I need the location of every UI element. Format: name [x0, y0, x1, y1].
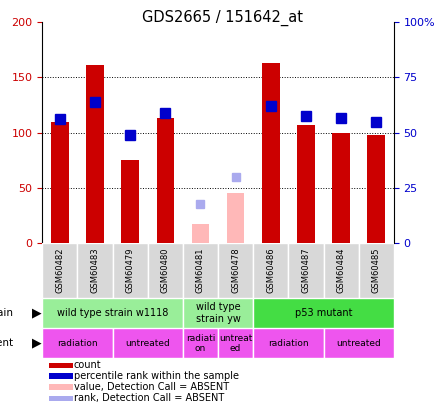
Bar	[49, 362, 73, 368]
Bar	[192, 224, 209, 243]
Bar	[324, 328, 394, 358]
Text: GSM60481: GSM60481	[196, 247, 205, 293]
Text: radiation: radiation	[268, 339, 309, 348]
Text: untreated: untreated	[125, 339, 170, 348]
Bar	[49, 384, 73, 390]
Text: wild type strain w1118: wild type strain w1118	[57, 308, 168, 318]
Bar	[253, 328, 324, 358]
Bar	[148, 243, 183, 298]
Text: ▶: ▶	[32, 337, 42, 350]
Text: GSM60480: GSM60480	[161, 247, 170, 293]
Bar	[359, 243, 394, 298]
Bar	[183, 243, 218, 298]
Bar	[262, 63, 279, 243]
Text: GSM60485: GSM60485	[372, 247, 381, 293]
Bar	[51, 122, 69, 243]
Text: untreated: untreated	[336, 339, 381, 348]
Text: GDS2665 / 151642_at: GDS2665 / 151642_at	[142, 10, 303, 26]
Bar	[253, 298, 394, 328]
Bar	[49, 396, 73, 401]
Bar	[49, 373, 73, 379]
Text: ▶: ▶	[32, 306, 42, 320]
Text: rank, Detection Call = ABSENT: rank, Detection Call = ABSENT	[74, 394, 224, 403]
Bar	[86, 65, 104, 243]
Text: wild type
strain yw: wild type strain yw	[196, 302, 240, 324]
Bar	[227, 193, 244, 243]
Text: radiation: radiation	[57, 339, 98, 348]
Bar	[42, 298, 183, 328]
Text: GSM60482: GSM60482	[55, 247, 65, 293]
Bar	[42, 328, 113, 358]
Bar	[42, 243, 77, 298]
Bar	[183, 298, 253, 328]
Bar	[183, 328, 218, 358]
Bar	[297, 125, 315, 243]
Bar	[288, 243, 324, 298]
Bar	[157, 118, 174, 243]
Bar	[113, 328, 183, 358]
Text: strain: strain	[0, 308, 13, 318]
Bar	[113, 243, 148, 298]
Bar	[332, 133, 350, 243]
Text: agent: agent	[0, 338, 13, 348]
Text: value, Detection Call = ABSENT: value, Detection Call = ABSENT	[74, 382, 229, 392]
Bar	[77, 243, 113, 298]
Bar	[218, 328, 253, 358]
Bar	[253, 243, 288, 298]
Bar	[324, 243, 359, 298]
Text: count: count	[74, 360, 101, 371]
Text: radiati
on: radiati on	[186, 334, 215, 353]
Text: untreat
ed: untreat ed	[219, 334, 252, 353]
Text: percentile rank within the sample: percentile rank within the sample	[74, 371, 239, 381]
Bar	[218, 243, 253, 298]
Text: GSM60487: GSM60487	[301, 247, 311, 293]
Text: GSM60478: GSM60478	[231, 247, 240, 293]
Text: GSM60486: GSM60486	[266, 247, 275, 293]
Bar	[368, 135, 385, 243]
Text: GSM60479: GSM60479	[125, 247, 135, 293]
Text: GSM60483: GSM60483	[90, 247, 100, 293]
Text: p53 mutant: p53 mutant	[295, 308, 352, 318]
Text: GSM60484: GSM60484	[336, 247, 346, 293]
Bar	[121, 160, 139, 243]
